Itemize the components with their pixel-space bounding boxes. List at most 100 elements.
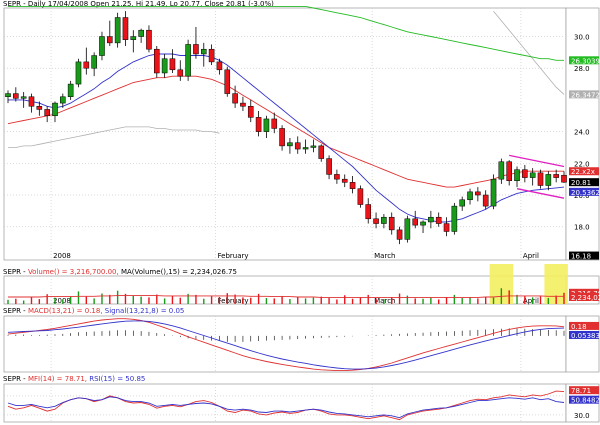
candle-body (99, 36, 105, 56)
candle-body (20, 96, 27, 99)
candle-body (498, 161, 505, 180)
macd-signal-label: Signal(13,21,8) = 0.05 (104, 307, 185, 315)
candle-body (255, 117, 262, 132)
candle-body (529, 172, 536, 178)
macd-value-box (569, 330, 599, 339)
price-value-box (569, 178, 599, 187)
volume-ma-line (8, 295, 564, 298)
candle-body (334, 174, 340, 180)
candle-body (373, 218, 379, 224)
candle-body (349, 182, 356, 189)
candle-body (177, 69, 184, 77)
candle-body (381, 216, 387, 224)
candle-body (459, 199, 465, 207)
candle-body (475, 191, 481, 196)
month-label: March (374, 252, 395, 260)
candle-body (294, 142, 301, 150)
candle-body (44, 109, 50, 117)
candle-body (13, 93, 19, 99)
candle-body (60, 96, 66, 104)
rsi-panel-header: SEPR - MFI(14) = 78.71, RSI(15) = 50.85 (3, 375, 145, 383)
candle-body (193, 44, 199, 55)
macd-label: MACD(13,21) = 0.18, (27, 307, 105, 315)
price-tick-label: 22.0 (574, 160, 590, 168)
candle-body (443, 223, 450, 232)
candle-body (420, 221, 426, 226)
candle-body (412, 218, 419, 226)
candle-body (435, 216, 442, 224)
signal-line (7, 320, 565, 370)
macd-value-label: 0.18 (571, 323, 587, 331)
macd-panel-header: SEPR - MACD(13,21) = 0.18, Signal(13,21,… (3, 307, 184, 315)
candle-body (185, 44, 191, 77)
candle-body (91, 55, 97, 69)
price-value-label: 20.81 (571, 179, 591, 187)
candle-body (271, 118, 278, 129)
candle-body (365, 204, 372, 220)
candle-body (224, 69, 231, 94)
month-label: 2008 (53, 252, 71, 260)
candle-body (107, 36, 113, 44)
candle-body (388, 216, 395, 231)
ma-mid-line (7, 75, 564, 188)
month-label: February (218, 252, 249, 260)
candle-body (28, 96, 35, 107)
month-label: April (523, 252, 539, 260)
mfi-label: MFI(14) = 78.71, (27, 375, 90, 383)
candle-body (247, 106, 254, 118)
candle-body (514, 169, 520, 182)
candle-body (161, 58, 168, 74)
candle-body (302, 147, 309, 150)
volume-panel-header: SEPR - Volume() = 3,216,700.00, MA(Volum… (3, 268, 237, 276)
band-line (8, 10, 565, 148)
price-value-label: 16.18 (571, 253, 591, 261)
price-value-label: 22.x2x (571, 168, 595, 176)
panel-frame (3, 315, 567, 373)
candle-body (114, 17, 121, 44)
month-label: February (218, 297, 249, 305)
rsi-value-box (569, 386, 599, 395)
candle-body (451, 205, 458, 232)
trendline (509, 154, 565, 168)
price-value-box (569, 251, 599, 260)
candle-body (561, 174, 567, 183)
candle-body (130, 36, 137, 40)
volume-highlight (544, 264, 568, 304)
rsi-value-label: 78.71 (571, 387, 591, 395)
candle-body (208, 48, 215, 63)
candle-body (522, 169, 528, 178)
panel-frame (3, 383, 567, 423)
candle-body (216, 61, 223, 71)
month-label: April (523, 297, 539, 305)
candle-body (553, 174, 559, 178)
price-tick-label: 30.0 (574, 34, 590, 42)
volume-highlight (489, 264, 514, 304)
axis-frame (565, 7, 600, 261)
price-value-label: 20.5362 (571, 189, 600, 197)
volume-value-box (569, 293, 599, 301)
volume-panel-name: SEPR - (3, 268, 28, 276)
candle-body (36, 106, 43, 110)
candle-body (428, 216, 434, 223)
month-label: March (374, 297, 395, 305)
candle-body (318, 145, 325, 159)
panel-frame (3, 275, 567, 305)
candle-body (287, 142, 293, 147)
candle-body (52, 102, 58, 117)
candle-body (83, 61, 90, 69)
candle-body (341, 178, 348, 183)
ma-short-line (8, 53, 565, 223)
candle-body (506, 161, 512, 182)
macd-line (7, 318, 565, 372)
candle-body (396, 229, 403, 240)
candle-body (490, 178, 497, 207)
price-value-label: 26.3472 (571, 91, 600, 99)
price-tick-label: 20.0 (574, 192, 590, 200)
price-value-box (569, 187, 599, 196)
candle-body (232, 93, 238, 104)
volume-value-box (569, 288, 599, 297)
panel-frame (3, 7, 567, 261)
candle-body (200, 48, 207, 55)
